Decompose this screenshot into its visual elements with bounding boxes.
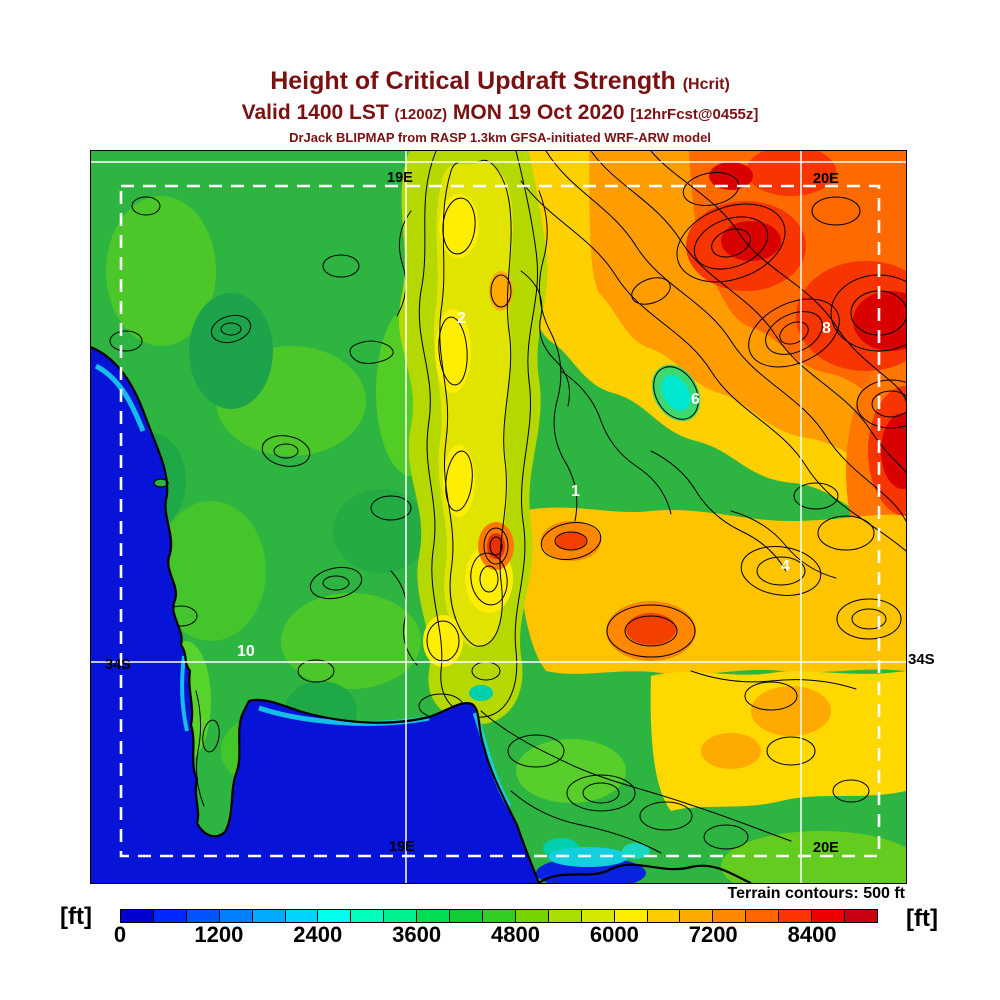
lon-label-20e-top: 20E [813,171,839,187]
colorbar-segment [547,910,581,922]
lat-label-34s-left: 34S [105,657,131,673]
map-image: 19E 20E 19E 20E 34S 2 8 6 1 4 10 [91,151,906,883]
colorbar-segment [712,910,746,922]
title-text: Height of Critical Updraft Strength [270,67,676,95]
model-line: DrJack BLIPMAP from RASP 1.3km GFSA-init… [289,130,711,145]
colorbar-tick-label: 7200 [688,922,738,947]
graticule [91,151,906,883]
colorbar-segment [449,910,482,922]
colorbar-tick-label: 1200 [194,922,244,947]
terrain-contours [109,151,906,854]
page-title: Height of Critical Updraft Strength (Hcr… [0,67,1000,99]
colorbar-segment [613,910,647,922]
colorbar-tick-label: 4800 [490,922,540,947]
colorbar-segment [416,910,450,922]
colorbar-segment [284,910,318,922]
forecast-map: 19E 20E 19E 20E 34S 2 8 6 1 4 10 [90,150,907,884]
colorbar-segment [646,910,680,922]
lat-label-34s-right: 34S [908,651,935,668]
spot-labels: 2 8 6 1 4 10 [237,310,831,660]
colorbar-unit-left: [ft] [60,903,92,930]
colorbar-segment [121,910,153,922]
colorbar-tick-label: 2400 [293,922,343,947]
colorbar-ticks: 0 1200 2400 3600 4800 6000 7200 8400 [114,922,878,952]
spot-label-2: 2 [457,310,466,327]
colorbar-segment [811,910,844,922]
colorbar-segment [185,910,219,922]
valid-date: MON 19 Oct 2020 [452,101,625,124]
forecast-cycle: [12hrFcst@0455z] [630,106,759,123]
colorbar-segment [514,910,548,922]
domain-box [119,184,881,858]
colorbar-tick-label: 0 [113,922,127,947]
lon-label-19e-top: 19E [387,170,413,186]
colorbar-segment [317,910,351,922]
colorbar-segment [745,910,779,922]
colorbar-segment [580,910,614,922]
colorbar-segment [218,910,252,922]
coastline [91,346,752,883]
lon-label-19e-bottom: 19E [389,839,415,855]
colorbar-unit-right: [ft] [906,905,938,932]
valid-time-line: Valid 1400 LST (1200Z) MON 19 Oct 2020 [… [0,101,1000,127]
spot-label-8: 8 [822,320,831,337]
spot-label-10: 10 [237,643,255,660]
spot-label-6: 6 [691,391,700,408]
valid-utc: (1200Z) [394,106,448,123]
header: Height of Critical Updraft Strength (Hcr… [0,67,1000,145]
colorbar-tick-label: 8400 [787,922,837,947]
ocean [91,347,539,883]
terrain-contours-note: Terrain contours: 500 ft [727,885,905,902]
colorbar-segment [251,910,285,922]
colorbar-segment [778,910,812,922]
valid-lst: Valid 1400 LST [241,101,389,124]
colorbar-tick-label: 3600 [392,922,442,947]
colorbar-segment [679,910,713,922]
colorbar-segment [481,910,515,922]
colorbar-segment [152,910,186,922]
title-suffix: (Hcrit) [682,76,730,93]
lon-label-20e-bottom: 20E [813,840,839,856]
colorbar [120,909,878,923]
colorbar-segment [350,910,384,922]
spot-label-4: 4 [781,558,790,575]
spot-label-1: 1 [571,483,580,500]
colorbar-tick-label: 6000 [589,922,639,947]
colorbar-segment [843,910,877,922]
colorbar-segment [383,910,417,922]
